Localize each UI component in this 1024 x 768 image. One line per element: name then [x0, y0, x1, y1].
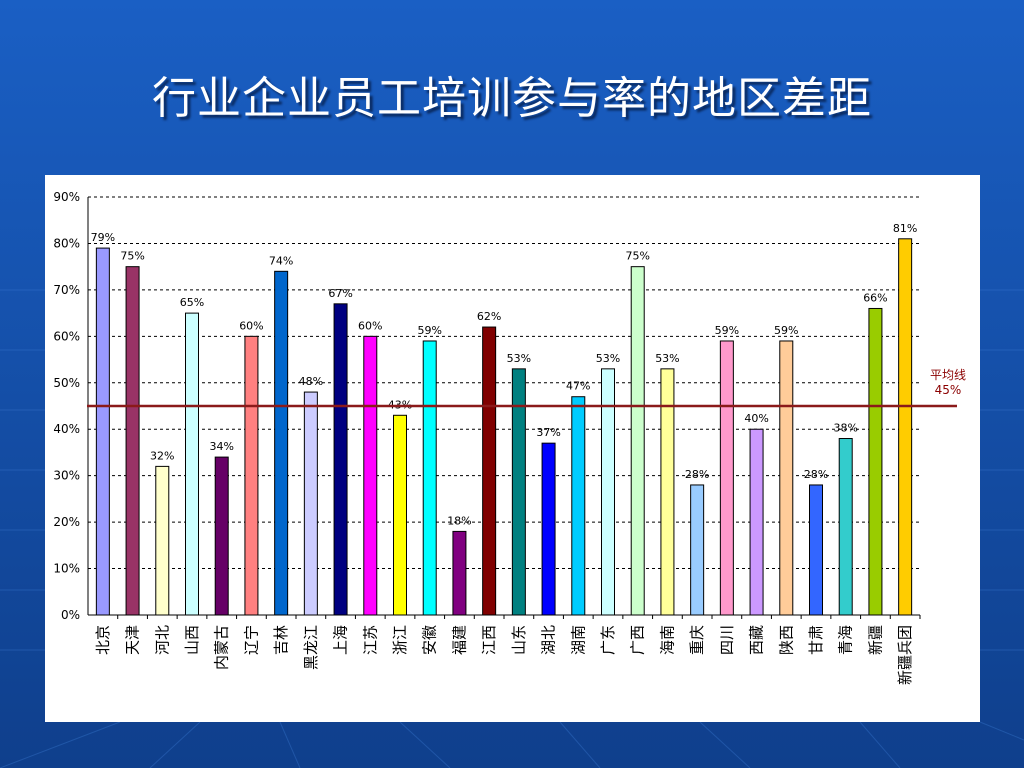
bar	[274, 270, 289, 616]
average-line-label: 平均线 45%	[922, 368, 974, 398]
category-label: 山东	[510, 625, 528, 655]
data-label: 60%	[239, 319, 263, 332]
bar	[422, 340, 437, 616]
chart-panel: 0% 10% 20% 30% 40% 50% 60% 70% 80% 90% 79% 北京 75% 天津 3…	[45, 175, 980, 722]
data-label: 38%	[833, 422, 857, 435]
category-label: 广东	[599, 625, 617, 655]
category-label: 山西	[183, 625, 201, 655]
bar	[185, 312, 199, 616]
category-label: 湖南	[569, 625, 587, 655]
data-label: 59%	[417, 324, 441, 337]
category-label: 河北	[153, 625, 171, 655]
bar	[95, 247, 110, 616]
bar	[779, 340, 794, 616]
category-label: 广西	[629, 625, 647, 655]
category-label: 福建	[450, 625, 468, 655]
category-label: 西藏	[748, 625, 766, 655]
bar	[898, 238, 913, 616]
y-tick-label: 20%	[53, 515, 80, 529]
y-tick-label: 0%	[61, 608, 80, 622]
category-label: 辽宁	[242, 625, 260, 655]
bar	[214, 456, 229, 616]
category-label: 浙江	[391, 625, 409, 655]
y-tick-label: 40%	[53, 422, 80, 436]
average-line-value: 45%	[934, 383, 962, 397]
y-tick-label: 70%	[53, 283, 80, 297]
y-tick-label: 90%	[53, 190, 80, 204]
bar	[452, 530, 467, 616]
category-label: 湖北	[540, 625, 558, 655]
data-label: 67%	[328, 287, 352, 300]
bar	[244, 335, 259, 616]
bar	[571, 396, 586, 616]
y-tick-label: 80%	[53, 236, 80, 250]
bar	[482, 326, 497, 616]
category-label: 吉林	[272, 625, 290, 655]
bar	[601, 368, 615, 616]
data-label: 81%	[893, 222, 917, 235]
category-label: 陕西	[777, 625, 795, 655]
bar-chart: 0% 10% 20% 30% 40% 50% 60% 70% 80% 90% 79% 北京 75% 天津 3…	[53, 190, 957, 685]
data-label: 75%	[625, 250, 649, 263]
data-label: 32%	[150, 449, 174, 462]
category-label: 江西	[480, 625, 498, 655]
bar	[690, 484, 705, 616]
data-label: 28%	[685, 468, 709, 481]
bar	[303, 391, 318, 616]
bar	[511, 368, 526, 616]
bar	[333, 303, 348, 616]
category-label: 青海	[837, 625, 855, 655]
bar	[393, 414, 407, 616]
data-label: 47%	[566, 380, 590, 393]
data-label: 74%	[269, 254, 293, 267]
category-label: 内蒙古	[213, 625, 231, 670]
data-label: 37%	[536, 426, 560, 439]
data-label: 75%	[120, 250, 144, 263]
data-label: 66%	[863, 291, 887, 304]
data-label: 59%	[774, 324, 798, 337]
bar	[809, 484, 823, 616]
bar	[660, 368, 675, 616]
y-tick-label: 30%	[53, 469, 80, 483]
data-label: 28%	[804, 468, 828, 481]
category-label: 重庆	[688, 625, 706, 655]
data-label: 59%	[715, 324, 739, 337]
category-label: 江苏	[361, 625, 379, 655]
bar	[838, 438, 853, 616]
y-tick-label: 10%	[53, 562, 80, 576]
data-label: 53%	[507, 352, 531, 365]
data-label: 34%	[209, 440, 233, 453]
data-label: 65%	[180, 296, 204, 309]
category-label: 甘肃	[807, 625, 825, 655]
bar	[868, 307, 883, 616]
bar	[719, 340, 734, 616]
data-label: 40%	[744, 412, 768, 425]
category-label: 新疆	[866, 625, 884, 655]
category-label: 海南	[658, 625, 676, 655]
category-label: 黑龙江	[302, 625, 320, 670]
data-label: 53%	[596, 352, 620, 365]
data-label: 53%	[655, 352, 679, 365]
bar	[125, 266, 140, 616]
category-label: 新疆兵团	[896, 625, 914, 685]
category-label: 四川	[718, 625, 736, 655]
average-line-text: 平均线	[929, 368, 966, 382]
category-label: 北京	[94, 625, 112, 655]
bar	[630, 266, 645, 616]
data-label: 60%	[358, 319, 382, 332]
category-label: 天津	[124, 625, 142, 655]
data-label: 18%	[447, 514, 471, 527]
bar	[541, 442, 556, 616]
y-tick-label: 50%	[53, 376, 80, 390]
slide-title: 行业企业员工培训参与率的地区差距	[152, 73, 872, 124]
category-label: 上海	[332, 625, 350, 655]
data-label: 79%	[91, 231, 115, 244]
data-label: 62%	[477, 310, 501, 323]
data-label: 48%	[299, 375, 323, 388]
bar	[749, 428, 764, 616]
bar	[155, 465, 170, 616]
category-label: 安徽	[421, 625, 439, 655]
y-tick-label: 60%	[53, 329, 80, 343]
bar	[363, 335, 378, 616]
